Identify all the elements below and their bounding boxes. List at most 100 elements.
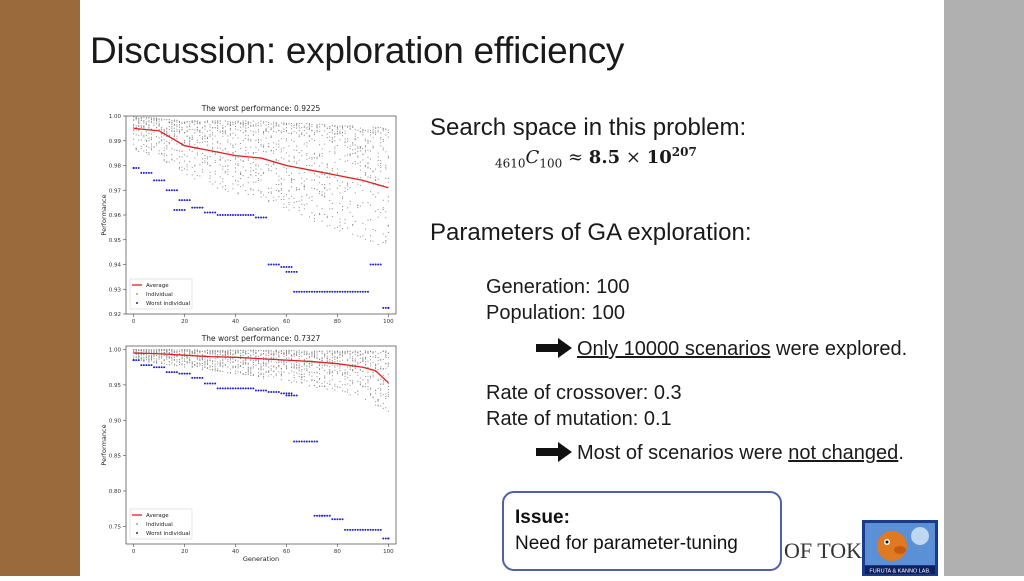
individual-point [324,375,326,377]
individual-point [138,357,140,359]
individual-point [145,141,147,143]
individual-point [204,138,206,140]
individual-point [301,370,303,372]
individual-point [204,155,206,157]
individual-point [153,352,155,354]
individual-point [214,370,216,372]
individual-point [372,240,374,242]
individual-point [273,365,275,367]
individual-point [278,196,280,198]
individual-point [222,349,224,351]
worst-point [239,214,242,216]
y-tick-label: 0.90 [109,418,122,424]
individual-point [382,394,384,396]
individual-point [354,192,356,194]
individual-point [196,350,198,352]
individual-point [178,126,180,128]
individual-point [331,352,333,354]
individual-point [189,125,191,127]
individual-point [214,367,216,369]
individual-point [319,373,321,375]
worst-point [359,290,362,293]
individual-point [375,367,377,369]
individual-point [311,352,313,354]
worst-point [206,211,209,214]
individual-point [153,119,155,121]
individual-point [329,350,331,352]
legend-box [129,278,193,310]
individual-point [207,356,209,358]
individual-point [372,396,374,398]
individual-point [357,183,359,185]
individual-point [372,374,374,376]
individual-point [150,355,152,357]
individual-point [331,129,333,131]
individual-point [212,368,214,370]
individual-point [235,143,237,145]
individual-point [311,356,313,358]
individual-point [362,189,364,191]
individual-point [316,358,318,360]
individual-point [387,131,389,133]
individual-point [181,358,183,360]
worst-point [175,371,178,374]
individual-point [163,359,165,361]
individual-point [336,386,338,388]
individual-point [207,364,209,366]
right-accent-bar [944,0,1024,576]
individual-point [285,361,287,363]
individual-point [237,351,239,353]
individual-point [308,140,310,142]
individual-point [191,353,193,355]
individual-point [301,127,303,129]
individual-point [260,353,262,355]
individual-point [293,160,295,162]
individual-point [380,132,382,134]
worst-point [295,440,298,443]
individual-point [352,359,354,361]
individual-point [214,365,216,367]
individual-point [306,158,308,160]
individual-point [138,124,140,126]
individual-point [382,128,384,130]
individual-point [153,350,155,352]
individual-point [349,211,351,213]
worst-point [326,514,329,517]
individual-point [339,351,341,353]
individual-point [222,132,224,134]
worst-point [316,440,319,443]
individual-point [367,163,369,165]
individual-point [367,352,369,354]
y-axis-label: Performance [100,424,108,465]
individual-point [199,358,201,360]
individual-point [308,128,310,130]
legend-label-average: Average [146,283,169,289]
individual-point [370,175,372,177]
individual-point [380,162,382,164]
individual-point [148,137,150,139]
worst-point [153,366,156,369]
individual-point [321,351,323,353]
y-tick-label: 0.96 [109,213,122,219]
individual-point [156,355,158,357]
individual-point [342,135,344,137]
individual-point [186,121,188,123]
individual-point [270,357,272,359]
individual-point [293,201,295,203]
individual-point [311,158,313,160]
individual-point [145,131,147,133]
individual-point [298,366,300,368]
individual-point [298,363,300,365]
worst-point [310,440,313,443]
individual-point [263,122,265,124]
individual-point [176,150,178,152]
individual-point [291,179,293,181]
individual-point [171,120,173,122]
individual-point [275,349,277,351]
individual-point [227,122,229,124]
individual-point [158,351,160,353]
individual-point [387,385,389,387]
x-tick-label: 20 [181,319,188,325]
individual-point [176,351,178,353]
individual-point [275,173,277,175]
